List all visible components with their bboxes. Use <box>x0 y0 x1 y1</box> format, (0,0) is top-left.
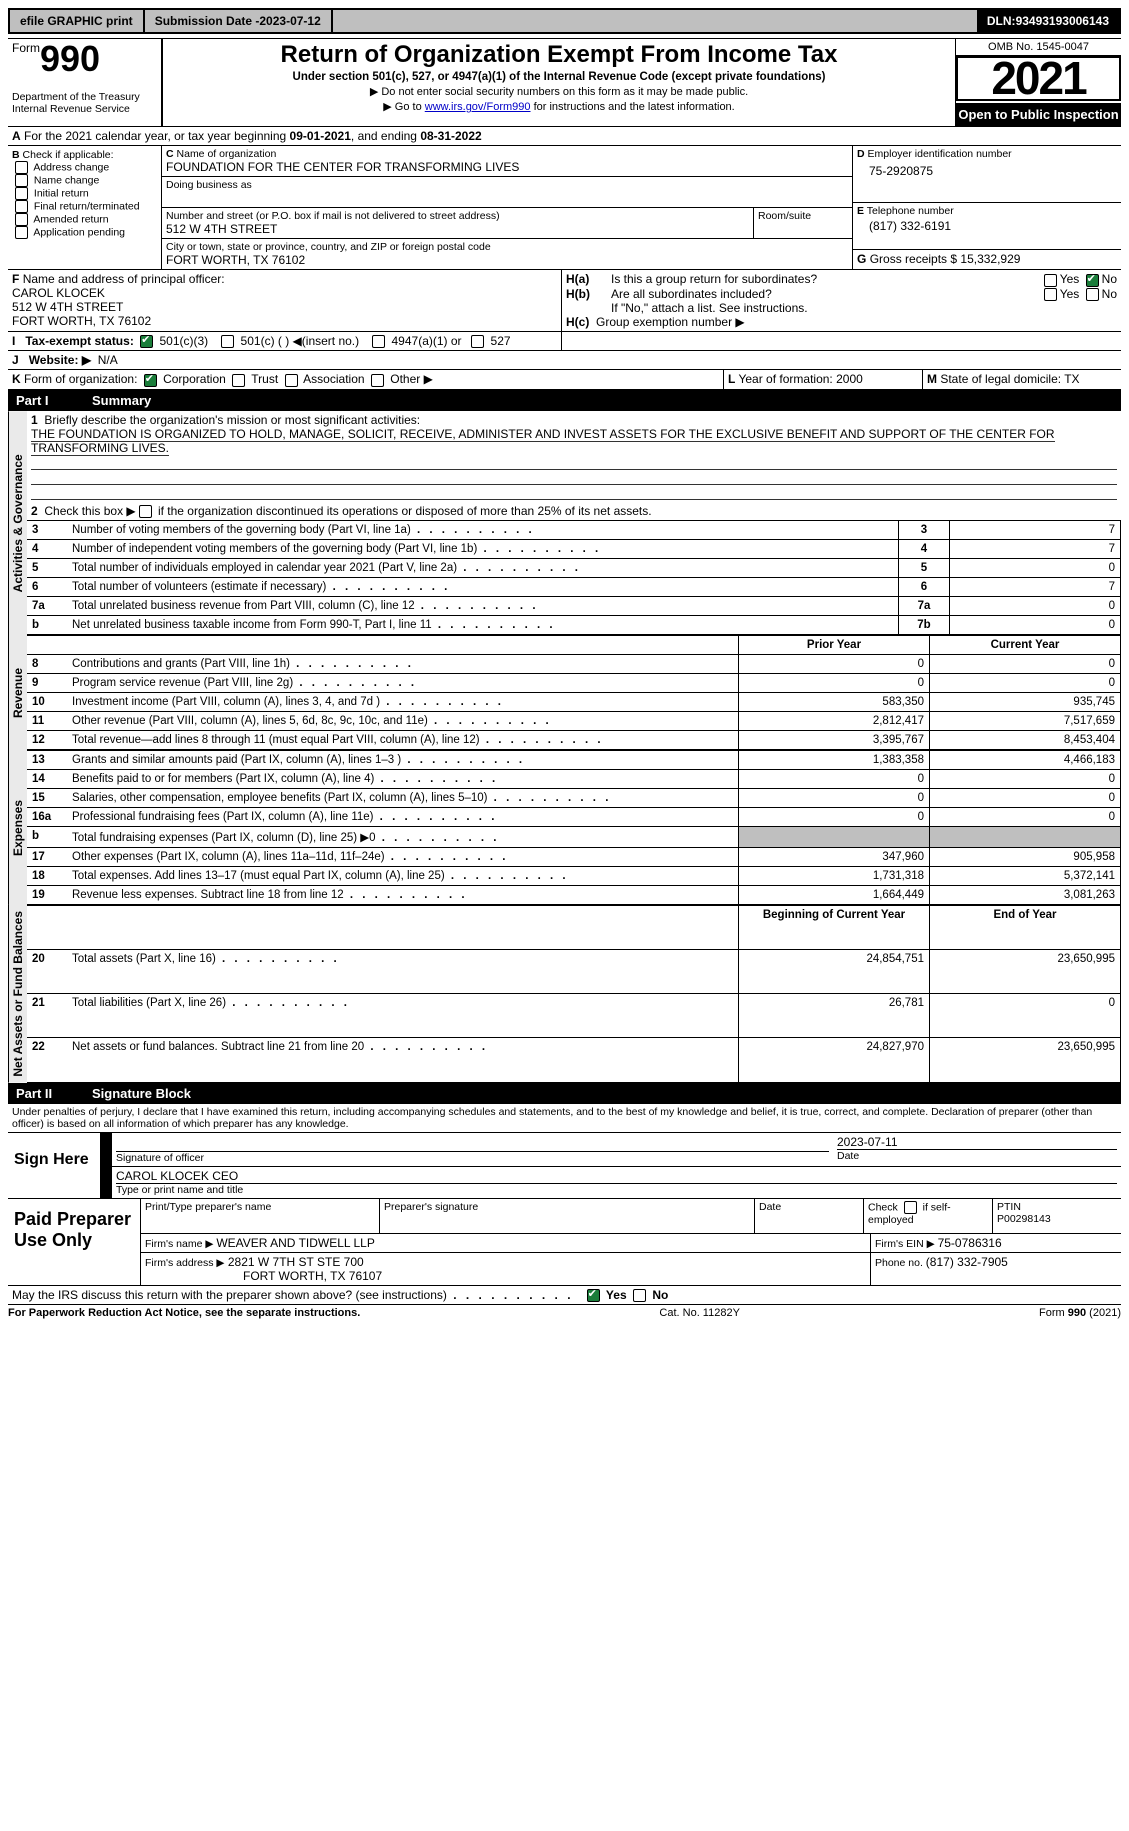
form-of-org: K Form of organization: Corporation Trus… <box>8 370 723 388</box>
side-expenses: Expenses <box>8 750 27 905</box>
sig-officer-label: Signature of officer <box>116 1151 829 1164</box>
year-formation: L Year of formation: 2000 <box>723 370 922 388</box>
discontinued-checkbox[interactable] <box>139 505 152 518</box>
telephone: (817) 332-6191 <box>857 217 1117 235</box>
other-checkbox[interactable] <box>371 374 384 387</box>
instructions-link-line: ▶ Go to www.irs.gov/Form990 for instruct… <box>169 100 949 113</box>
b-check[interactable] <box>15 187 28 200</box>
dln: DLN: 93493193006143 <box>977 10 1119 32</box>
principal-officer: F Name and address of principal officer:… <box>8 270 562 331</box>
part-ii-header: Part IISignature Block <box>8 1083 1121 1104</box>
efile-topbar: efile GRAPHIC print Submission Date - 20… <box>8 8 1121 34</box>
org-name-label: Name of organization <box>177 148 277 160</box>
gross-receipts: G Gross receipts $ 15,332,929 <box>853 250 1121 268</box>
firm-name: Firm's name ▶ WEAVER AND TIDWELL LLP <box>141 1234 870 1252</box>
form-title: Return of Organization Exempt From Incom… <box>169 41 949 69</box>
sig-date: 2023-07-11 <box>837 1135 1117 1149</box>
prep-date-label: Date <box>755 1199 864 1233</box>
501c3-checkbox[interactable] <box>140 335 153 348</box>
b-check[interactable] <box>15 161 28 174</box>
pra-notice: For Paperwork Reduction Act Notice, see … <box>8 1307 360 1319</box>
ha-no-checkbox[interactable] <box>1086 274 1099 287</box>
form-label: Form <box>12 41 40 55</box>
ha-group-return: Is this a group return for subordinates? <box>611 272 1041 286</box>
discuss-with-preparer: May the IRS discuss this return with the… <box>8 1286 1121 1305</box>
discuss-no-checkbox[interactable] <box>633 1289 646 1302</box>
corp-checkbox[interactable] <box>144 374 157 387</box>
phone-label: Telephone number <box>867 205 954 217</box>
part-i-header: Part ISummary <box>8 390 1121 411</box>
tax-year: 2021 <box>956 56 1121 101</box>
block-b-checkboxes: B Check if applicable: Address change Na… <box>8 146 162 269</box>
perjury-declaration: Under penalties of perjury, I declare th… <box>8 1104 1121 1133</box>
ptin-cell: PTINP00298143 <box>993 1199 1121 1233</box>
dept-treasury: Department of the Treasury Internal Reve… <box>12 91 157 115</box>
room-suite: Room/suite <box>754 208 852 238</box>
firm-ein: Firm's EIN ▶ 75-0786316 <box>870 1234 1121 1252</box>
ein: 75-2920875 <box>857 160 1117 182</box>
form-footer: Form 990 (2021) <box>1039 1307 1121 1319</box>
b-check[interactable] <box>15 174 28 187</box>
trust-checkbox[interactable] <box>232 374 245 387</box>
city-label: City or town, state or province, country… <box>166 241 848 253</box>
submission-date: Submission Date - 2023-07-12 <box>145 10 333 32</box>
firm-phone: Phone no. (817) 332-7905 <box>870 1253 1121 1285</box>
officer-name-title: CAROL KLOCEK CEO <box>116 1169 1117 1183</box>
hb-note: If "No," attach a list. See instructions… <box>566 301 1117 315</box>
hb-yes-checkbox[interactable] <box>1044 288 1057 301</box>
street-address: 512 W 4TH STREET <box>166 222 749 236</box>
q1-label: Briefly describe the organization's miss… <box>44 413 420 427</box>
firm-address: Firm's address ▶ 2821 W 7TH ST STE 700FO… <box>141 1253 870 1285</box>
discuss-yes-checkbox[interactable] <box>587 1289 600 1302</box>
4947-checkbox[interactable] <box>372 335 385 348</box>
sign-here-label: Sign Here <box>8 1133 100 1198</box>
irs-link[interactable]: www.irs.gov/Form990 <box>425 101 531 113</box>
527-checkbox[interactable] <box>471 335 484 348</box>
q2-discontinued: Check this box ▶ if the organization dis… <box>44 504 651 518</box>
ein-label: Employer identification number <box>868 148 1012 160</box>
website-line: J Website: ▶ N/A <box>8 351 1121 370</box>
501c-checkbox[interactable] <box>221 335 234 348</box>
side-net-assets-or-fund-balances: Net Assets or Fund Balances <box>8 905 27 1083</box>
self-employed-checkbox[interactable] <box>904 1201 917 1214</box>
name-title-label: Type or print name and title <box>116 1183 1117 1196</box>
line-a-tax-year: A For the 2021 calendar year, or tax yea… <box>8 127 1121 146</box>
dba: Doing business as <box>162 177 852 208</box>
hc-exemption: Group exemption number <box>596 315 732 329</box>
tax-exempt-status: I Tax-exempt status: 501(c)(3) 501(c) ( … <box>8 332 561 350</box>
efile-print[interactable]: efile GRAPHIC print <box>10 10 145 32</box>
open-inspection-badge: Open to Public Inspection <box>956 103 1121 126</box>
hb-subordinates: Are all subordinates included? <box>611 287 1041 301</box>
b-check[interactable] <box>15 200 28 213</box>
b-check[interactable] <box>15 226 28 239</box>
preparer-name-label: Print/Type preparer's name <box>141 1199 380 1233</box>
side-revenue: Revenue <box>8 635 27 750</box>
street-label: Number and street (or P.O. box if mail i… <box>166 210 749 222</box>
form-subtitle: Under section 501(c), 527, or 4947(a)(1)… <box>169 71 949 83</box>
side-activities-governance: Activities & Governance <box>8 411 27 635</box>
hb-no-checkbox[interactable] <box>1086 288 1099 301</box>
form-number: 990 <box>40 38 100 79</box>
state-domicile: M State of legal domicile: TX <box>922 370 1121 388</box>
date-label: Date <box>837 1149 1117 1162</box>
org-name: FOUNDATION FOR THE CENTER FOR TRANSFORMI… <box>166 160 848 174</box>
city-state-zip: FORT WORTH, TX 76102 <box>166 253 848 267</box>
b-check[interactable] <box>15 213 28 226</box>
preparer-sig-label: Preparer's signature <box>380 1199 755 1233</box>
mission-statement: THE FOUNDATION IS ORGANIZED TO HOLD, MAN… <box>31 427 1055 456</box>
ha-yes-checkbox[interactable] <box>1044 274 1057 287</box>
self-employed-check: Check if self-employed <box>864 1199 993 1233</box>
ssn-warning: ▶ Do not enter social security numbers o… <box>169 85 949 98</box>
cat-no: Cat. No. 11282Y <box>659 1307 740 1319</box>
assoc-checkbox[interactable] <box>285 374 298 387</box>
paid-preparer-label: Paid Preparer Use Only <box>8 1199 141 1285</box>
